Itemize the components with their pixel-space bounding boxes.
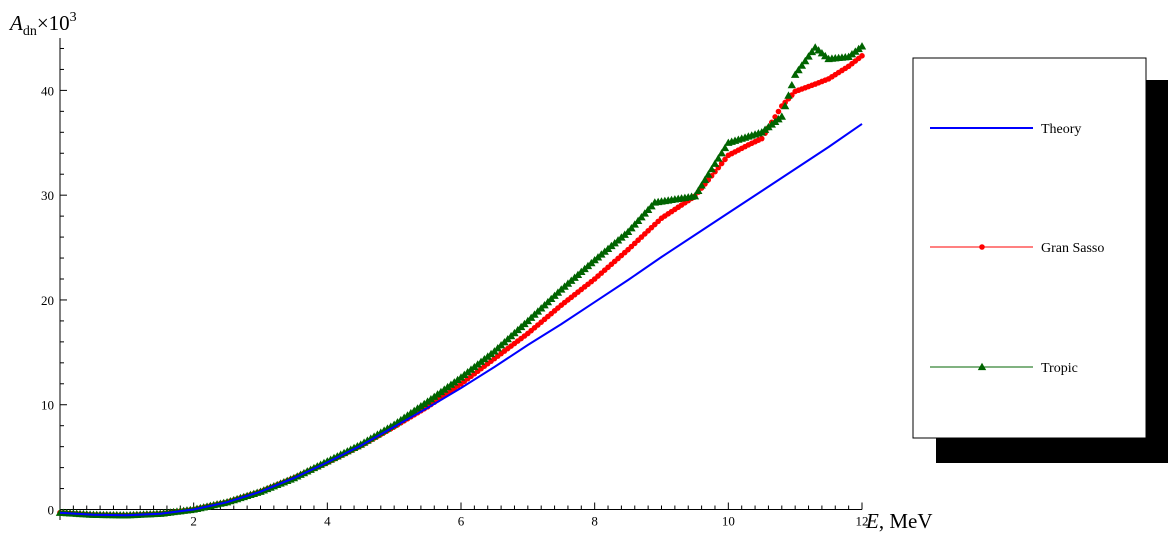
y-axis-label-multiplier: ×10 (37, 11, 70, 35)
y-axis-label-symbol: A (8, 11, 23, 35)
series-point-tropic (690, 192, 700, 200)
series-point-tropic (784, 91, 793, 99)
legend: Theory Gran Sasso Tropic (912, 57, 1168, 463)
legend-label-tropic: Tropic (1041, 361, 1078, 376)
y-axis-label-exponent: 3 (70, 10, 77, 25)
series-point-tropic (710, 159, 720, 167)
series-point-tropic (857, 42, 867, 50)
legend-entry-gran-sasso: Gran Sasso (930, 241, 1104, 256)
series-point-tropic (787, 80, 797, 89)
legend-entries: Theory Gran Sasso Tropic (930, 122, 1104, 376)
series-point-gran-sasso (859, 53, 865, 59)
y-tick-label: 10 (41, 398, 54, 413)
series-point-tropic (800, 56, 810, 65)
x-tick-label: 8 (591, 514, 598, 529)
series-point-gran-sasso (758, 135, 765, 142)
series-tropic (55, 42, 867, 519)
legend-marker-gran-sasso (979, 244, 985, 250)
y-axis-label-subscript: dn (23, 24, 37, 39)
legend-marker-tropic (977, 362, 987, 371)
y-axis-label: Adn×103 (8, 10, 77, 39)
x-axis-label-symbol: E (865, 509, 879, 533)
series-theory (59, 123, 863, 517)
ticks (60, 47, 863, 511)
tick-labels: 2 4 6 8 10 12 0 10 20 30 40 (41, 83, 869, 528)
series-point-tropic (717, 149, 726, 157)
series-point-tropic (700, 175, 710, 184)
x-tick-label: 10 (722, 514, 735, 529)
y-tick-label: 40 (41, 83, 54, 98)
plot-series (55, 42, 867, 519)
series-gran-sasso (57, 53, 865, 519)
y-tick-label: 20 (41, 293, 54, 308)
legend-entry-theory: Theory (930, 122, 1081, 137)
legend-box (912, 57, 1147, 439)
series-point-tropic (777, 112, 786, 120)
x-axis-label-unit: , MeV (879, 509, 933, 533)
x-axis-label: E, MeV (865, 509, 933, 533)
legend-label-theory: Theory (1041, 122, 1081, 137)
series-point-tropic (694, 186, 703, 194)
series-point-tropic (807, 47, 817, 56)
series-point-tropic (707, 164, 716, 173)
series-point-tropic (780, 101, 790, 110)
series-point-tropic (797, 61, 807, 69)
x-tick-label: 2 (190, 514, 197, 529)
series-point-gran-sasso (775, 108, 782, 115)
x-tick-label: 12 (856, 514, 869, 529)
x-tick-label: 6 (458, 514, 465, 529)
series-point-gran-sasso (718, 160, 725, 167)
series-point-tropic (714, 154, 723, 162)
x-tick-label: 4 (324, 514, 331, 529)
y-tick-label: 30 (41, 188, 54, 203)
series-point-gran-sasso (722, 156, 728, 163)
series-point-tropic (720, 143, 730, 152)
axes: 2 4 6 8 10 12 0 10 20 30 40 (41, 38, 869, 529)
series-point-tropic (790, 70, 800, 78)
series-point-tropic (704, 170, 713, 178)
legend-entry-tropic: Tropic (930, 361, 1078, 376)
series-point-tropic (794, 65, 803, 74)
series-point-tropic (697, 181, 706, 189)
y-tick-label: 0 (48, 503, 55, 518)
series-point-gran-sasso (772, 114, 778, 120)
series-point-tropic (804, 52, 813, 60)
legend-label-gran-sasso: Gran Sasso (1041, 241, 1104, 256)
series-line-theory (59, 123, 863, 517)
